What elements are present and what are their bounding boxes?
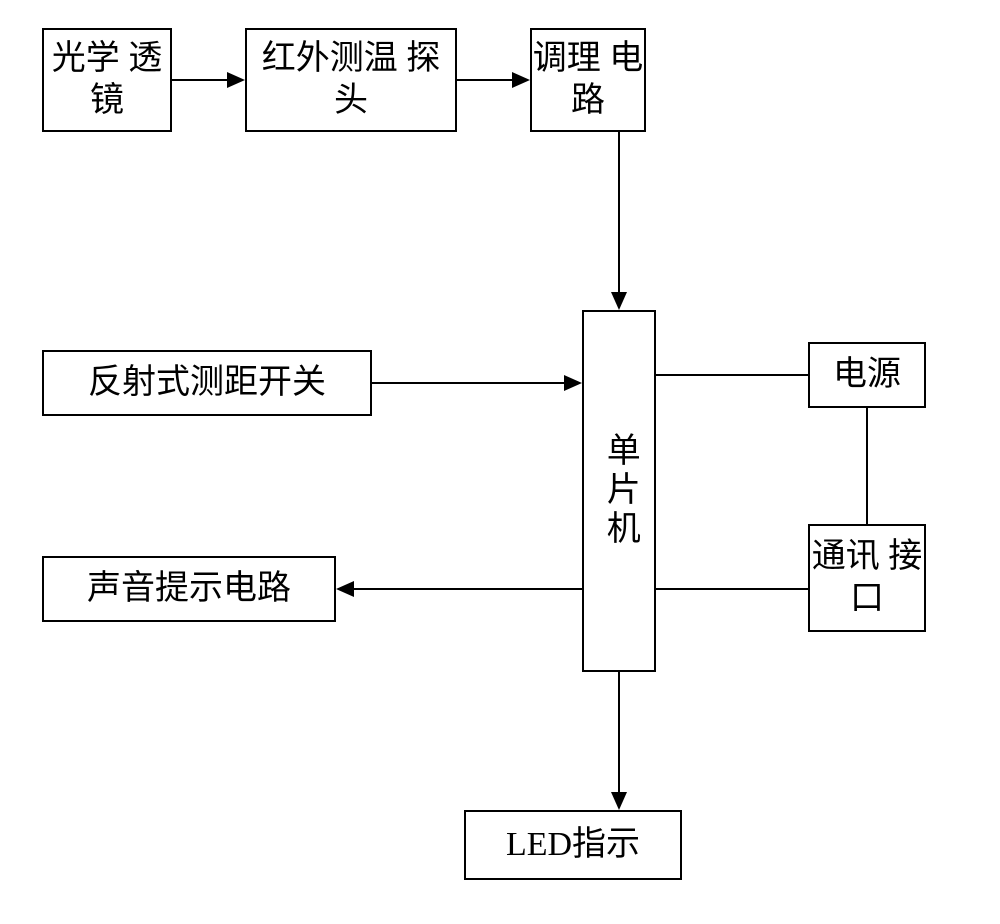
diagram-stage: 光学 透镜 红外测温 探头 调理 电路 单片机 反射式测距开关 声音提示电路 电…	[0, 0, 1000, 924]
node-audio-prompt: 声音提示电路	[42, 556, 336, 622]
node-label: 通讯 接口	[810, 536, 924, 621]
node-mcu: 单片机	[582, 310, 656, 672]
node-label: 声音提示电路	[87, 568, 291, 611]
node-label: LED指示	[506, 824, 640, 867]
node-ranging-switch: 反射式测距开关	[42, 350, 372, 416]
node-conditioning-circuit: 调理 电路	[530, 28, 646, 132]
node-label: 单片机	[598, 432, 641, 549]
node-optical-lens: 光学 透镜	[42, 28, 172, 132]
node-label: 反射式测距开关	[88, 362, 326, 405]
node-label: 电源	[833, 354, 901, 397]
node-led-indicator: LED指示	[464, 810, 682, 880]
node-comm-interface: 通讯 接口	[808, 524, 926, 632]
edges-layer	[0, 0, 1000, 924]
node-label: 红外测温 探头	[247, 38, 455, 123]
node-power: 电源	[808, 342, 926, 408]
node-label: 调理 电路	[532, 38, 644, 123]
node-ir-probe: 红外测温 探头	[245, 28, 457, 132]
node-label: 光学 透镜	[44, 38, 170, 123]
